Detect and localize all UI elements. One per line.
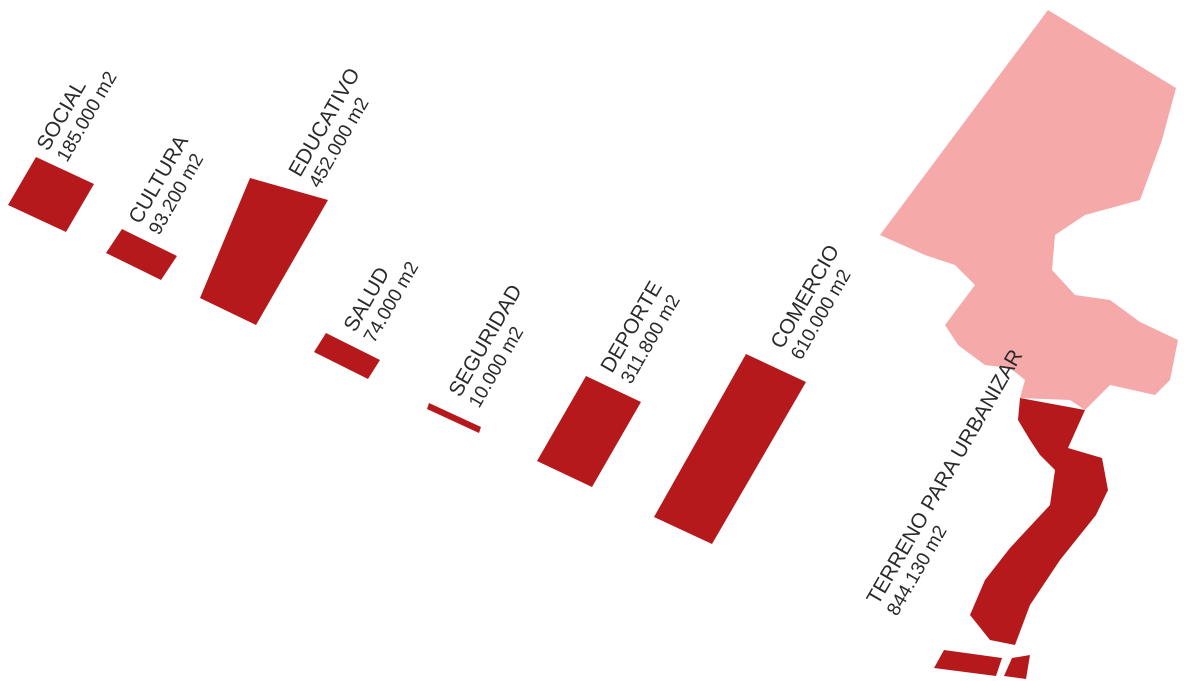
seguridad-label: SEGURIDAD 10.000 m2	[444, 281, 528, 412]
cultura-block	[106, 229, 177, 280]
educativo-label: EDUCATIVO 452.000 m2	[284, 64, 373, 191]
salud-block	[314, 333, 380, 379]
terreno-block	[970, 398, 1108, 645]
cultura-label: CULTURA 93.200 m2	[124, 131, 208, 238]
deporte-label: DEPORTE 311.800 m2	[596, 277, 684, 387]
social-block	[8, 157, 94, 232]
seguridad-block	[427, 403, 481, 433]
educativo-block	[200, 178, 328, 325]
salud-label: SALUD 74.000 m2	[339, 258, 423, 346]
terreno-block-piece-b	[1004, 655, 1030, 679]
comercio-label: COMERCIO 610.000 m2	[766, 241, 855, 364]
social-label: SOCIAL 185.000 m2	[32, 68, 121, 165]
terreno-block-piece-a	[934, 650, 1002, 676]
deporte-block	[537, 376, 641, 487]
comercio-block	[654, 354, 806, 544]
urban-parcel-shape	[880, 10, 1178, 410]
